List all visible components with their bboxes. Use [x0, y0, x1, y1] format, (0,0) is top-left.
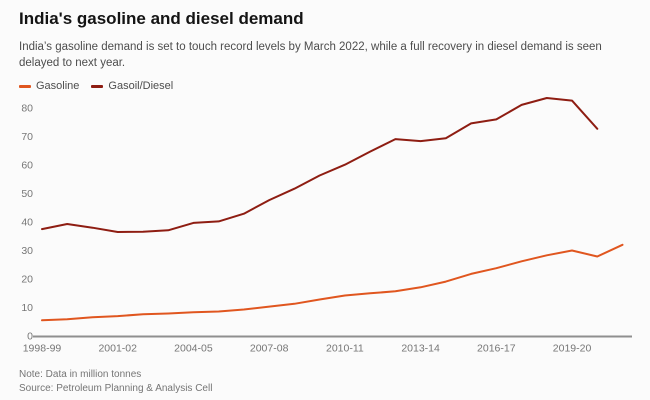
gasoil-diesel-line: [41, 97, 599, 233]
chart-subtitle: India’s gasoline demand is set to touch …: [19, 41, 602, 70]
x-axis-tick-label: 2019-20: [553, 343, 592, 355]
page-title: India's gasoline and diesel demand: [19, 9, 304, 28]
gasoil-diesel-swatch-icon: [91, 84, 104, 88]
x-axis-tick-label: 1998-99: [23, 343, 62, 355]
y-axis-tick-label: 50: [21, 188, 33, 200]
legend-item-gasoline: Gasoline: [19, 80, 79, 92]
x-axis-tick-label: 2001-02: [98, 343, 137, 355]
legend-label-gasoil-diesel: Gasoil/Diesel: [108, 80, 174, 92]
chart-source: Source: Petroleum Planning & Analysis Ce…: [19, 383, 213, 394]
y-axis-tick-label: 0: [27, 331, 33, 343]
y-axis-tick-label: 40: [21, 217, 33, 229]
legend-item-gasoil-diesel: Gasoil/Diesel: [91, 80, 173, 92]
x-axis-tick-label: 2007-08: [250, 343, 289, 355]
y-axis-tick-label: 30: [21, 245, 33, 257]
gasoline-swatch-icon: [19, 84, 31, 88]
x-axis-tick-label: 2016-17: [477, 343, 516, 355]
y-axis-tick-label: 10: [21, 302, 33, 314]
gasoline-line: [41, 243, 624, 322]
legend-label-gasoline: Gasoline: [36, 80, 80, 92]
x-axis-tick-label: 2010-11: [326, 343, 364, 355]
y-axis-tick-label: 70: [21, 131, 33, 143]
chart-note: Note: Data in million tonnes: [19, 369, 142, 380]
x-axis-tick-label: 2013-14: [401, 343, 440, 355]
chart-legend: Gasoline Gasoil/Diesel: [19, 80, 173, 92]
x-axis-tick-label: 2004-05: [174, 343, 213, 355]
y-axis-tick-label: 60: [21, 160, 33, 172]
y-axis-tick-label: 20: [21, 274, 33, 286]
y-axis-tick-label: 80: [21, 103, 33, 115]
